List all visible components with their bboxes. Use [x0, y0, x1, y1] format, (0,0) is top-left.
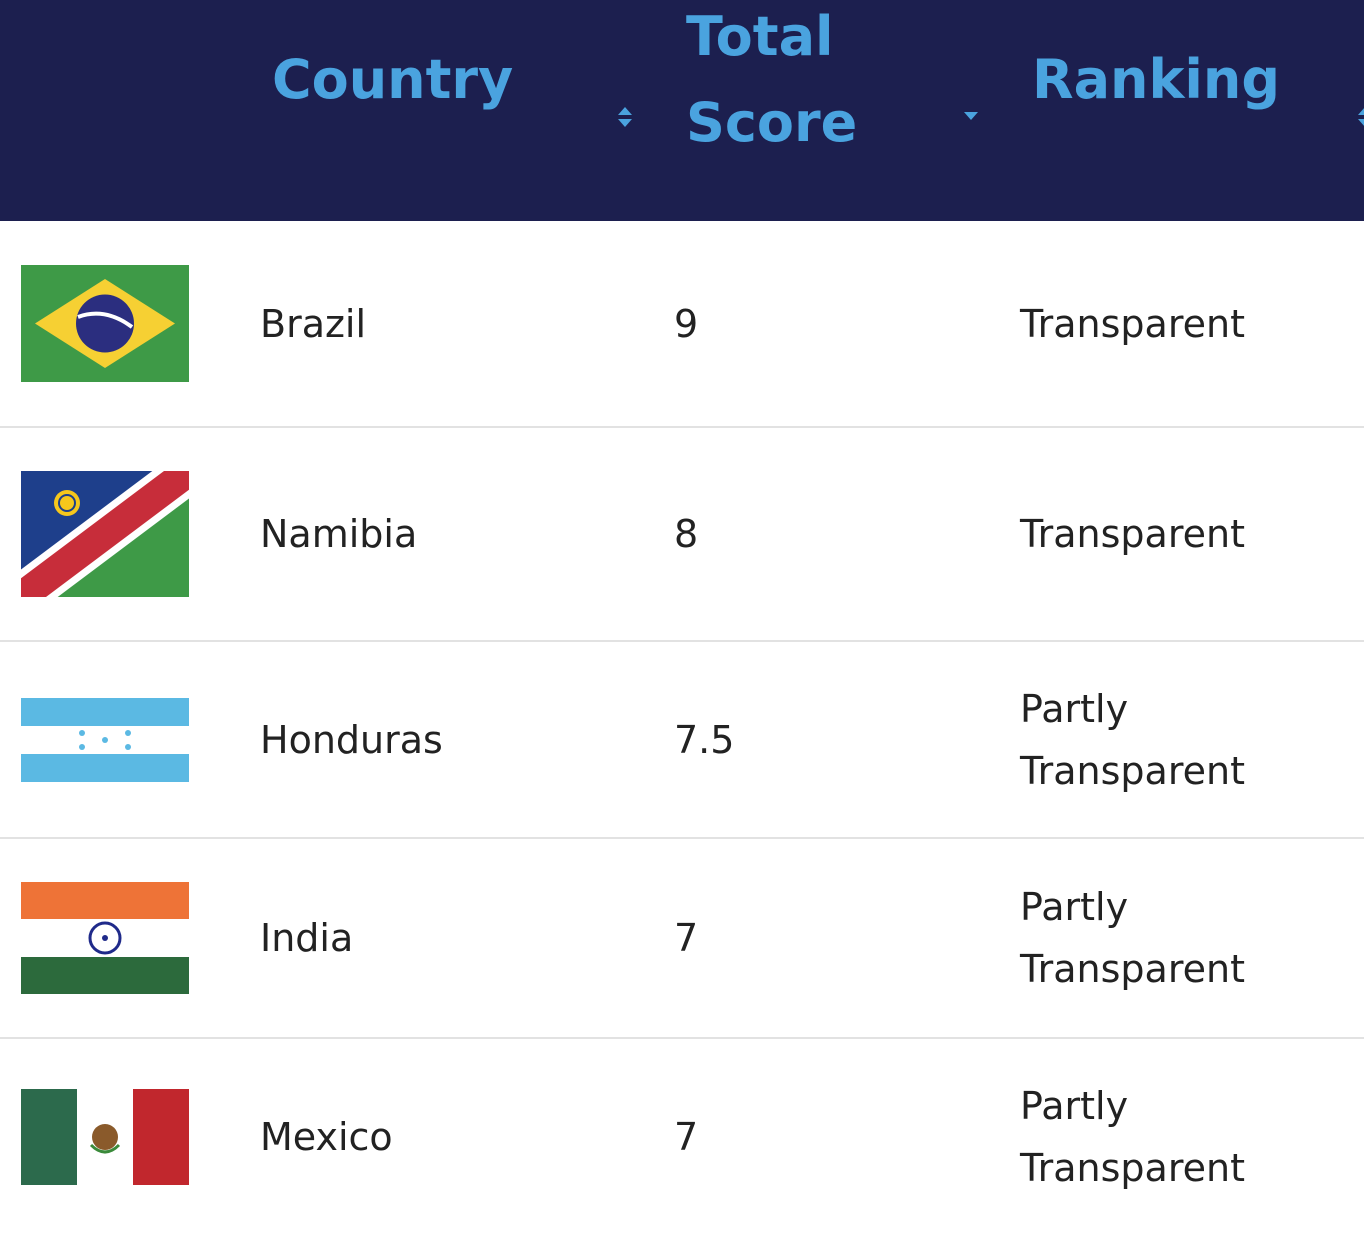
country-name: Mexico [260, 1114, 393, 1159]
country-name: India [260, 916, 354, 960]
total-score: 7 [674, 916, 699, 960]
country-name: Brazil [260, 301, 367, 346]
table-row: Honduras 7.5 Partly Transparent [0, 642, 1364, 839]
country-name: Honduras [260, 717, 443, 762]
ranking: Transparent [1020, 512, 1245, 556]
ranking: Transparent [1020, 301, 1245, 346]
ranking: Partly Transparent [1020, 1083, 1245, 1190]
total-score: 8 [674, 512, 699, 556]
ranking: Partly Transparent [1020, 686, 1245, 793]
header-country[interactable]: Country [272, 48, 514, 111]
ranking: Partly Transparent [1020, 885, 1245, 991]
table-header: Country Total Score Ranking [0, 0, 1364, 221]
sort-icon[interactable] [616, 104, 634, 130]
table-row: India 7 Partly Transparent [0, 839, 1364, 1039]
flag [21, 839, 189, 1037]
sort-icon[interactable] [962, 110, 980, 124]
country-name: Namibia [260, 512, 418, 556]
total-score: 7.5 [674, 717, 735, 762]
total-score: 9 [674, 301, 699, 346]
sort-icon[interactable] [1356, 104, 1364, 130]
flag [21, 221, 189, 426]
table-row: Mexico 7 Partly Transparent [0, 1039, 1364, 1234]
flag [21, 642, 189, 837]
table-row: Brazil 9 Transparent [0, 221, 1364, 428]
table-row: Namibia 8 Transparent [0, 428, 1364, 642]
flag [21, 428, 189, 640]
header-total-score[interactable]: Total Score [686, 5, 858, 154]
flag [21, 1039, 189, 1234]
header-ranking[interactable]: Ranking [1032, 48, 1280, 111]
total-score: 7 [674, 1114, 699, 1159]
